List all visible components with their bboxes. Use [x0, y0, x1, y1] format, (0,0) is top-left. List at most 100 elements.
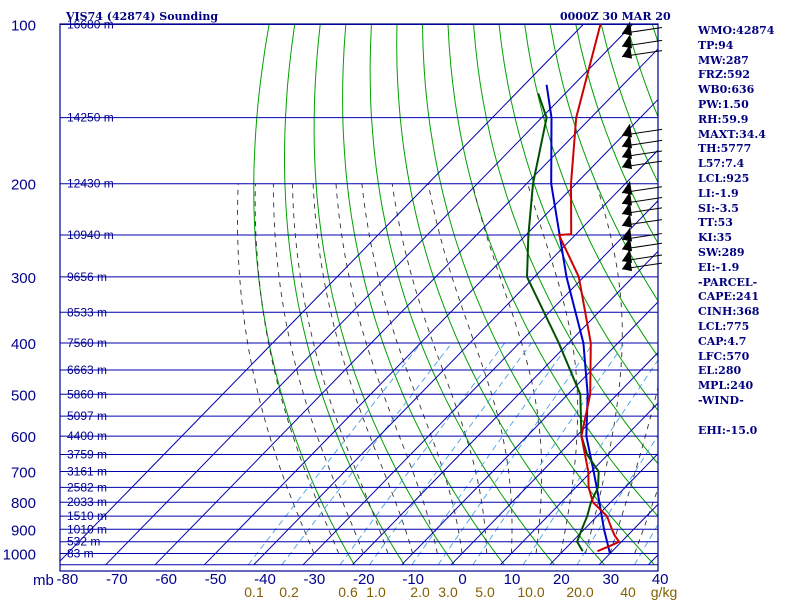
index-line: EHI:-15.0: [698, 423, 758, 437]
moist-adiabat-line: [472, 183, 543, 554]
moist-adiabat-line: [312, 183, 414, 554]
temperature-tick-label: -10: [402, 571, 424, 588]
grid-lines: [59, 23, 659, 572]
index-line: SI:-3.5: [698, 201, 739, 215]
wind-barb: [621, 155, 663, 170]
wind-barb: [621, 237, 663, 252]
temperature-tick-label: 20: [553, 571, 570, 588]
index-line: TH:5777: [698, 142, 752, 156]
wind-barb-flag: [622, 213, 632, 228]
index-line: FRZ:592: [698, 68, 751, 82]
isotherm-line: [302, 200, 658, 566]
height-label: 83 m: [67, 547, 94, 561]
mixing-ratio-label: g/kg: [651, 584, 677, 600]
height-label: 3759 m: [67, 448, 107, 462]
mixing-ratio-label: 40: [620, 584, 636, 600]
isotherm-line: [105, 24, 633, 566]
mixing-ratio-label: 0.2: [279, 584, 299, 600]
mixing-ratio-label: 3.0: [438, 584, 458, 600]
height-label: 16680 m: [67, 18, 114, 32]
wind-barbs: [621, 21, 663, 272]
wind-barb: [621, 191, 663, 206]
temperature-tick-label: -60: [155, 571, 177, 588]
isotherm-line: [204, 98, 658, 566]
index-line: RH:59.9: [698, 112, 749, 126]
moist-adiabat-line: [427, 183, 513, 554]
parcel-header: -PARCEL-: [698, 275, 758, 289]
height-label: 5860 m: [67, 387, 107, 401]
index-line: MW:287: [698, 53, 749, 67]
isotherm-line: [154, 48, 658, 566]
time-title: 0000Z 30 MAR 20: [560, 10, 671, 23]
height-label: 12430 m: [67, 177, 114, 191]
index-line: CAP:4.7: [698, 334, 747, 348]
dry-adiabat-line: [369, 24, 555, 566]
dry-adiabat-line: [253, 24, 355, 565]
dry-adiabat-line: [447, 24, 658, 518]
height-label: 5097 m: [67, 409, 107, 423]
temperature-tick-label: -50: [205, 571, 227, 588]
index-line: SW:289: [698, 245, 745, 259]
mixing-ratio-line: [472, 342, 626, 565]
pressure-tick-label: 1000: [3, 547, 36, 564]
isotherm-line: [253, 149, 658, 566]
height-label: 2033 m: [67, 495, 107, 509]
height-label: 4400 m: [67, 429, 107, 443]
wind-barb-flag: [622, 123, 632, 138]
height-label: 10940 m: [67, 228, 114, 242]
wind-barb: [621, 144, 663, 159]
index-line: WB0:636: [698, 83, 755, 97]
height-label: 2582 m: [67, 480, 107, 494]
height-label: 532 m: [67, 535, 100, 549]
pressure-tick-label: 800: [11, 495, 36, 512]
wind-barb: [621, 213, 663, 228]
height-label: 7560 m: [67, 336, 107, 350]
index-panel: WMO:42874 TP:94 MW:287 FRZ:592 WB0:636 P…: [698, 24, 798, 438]
wind-barb: [621, 134, 663, 149]
index-line: LCL:775: [698, 319, 750, 333]
dry-adiabat-line: [473, 24, 658, 465]
temperature-tick-label: 10: [504, 571, 521, 588]
wind-barb-flag: [622, 44, 632, 59]
wind-barb-flag: [622, 144, 632, 159]
isotherm-line: [60, 24, 584, 562]
moist-adiabat-line: [634, 487, 658, 554]
mixing-ratio-label: 0.1: [244, 584, 264, 600]
height-label: 6663 m: [67, 363, 107, 377]
dry-adiabat-line: [342, 24, 505, 566]
mixing-ratio-label: 10.0: [517, 584, 544, 600]
index-line: EI:-1.9: [698, 260, 740, 274]
index-line: MPL:240: [698, 379, 754, 393]
wind-barb: [621, 44, 663, 59]
index-line: [698, 409, 798, 424]
height-label: 1510 m: [67, 509, 107, 523]
index-line: PW:1.50: [698, 97, 749, 111]
index-line: L57:7.4: [698, 157, 745, 171]
sounding-profiles: [525, 24, 621, 554]
mixing-ratio-line: [339, 342, 506, 565]
index-line: TP:94: [698, 38, 734, 52]
wind-barb-flag: [622, 134, 632, 149]
temperature-tick-label: -30: [304, 571, 326, 588]
wind-barb-flag: [622, 257, 632, 272]
wind-barb-flag: [622, 34, 632, 49]
wind-barb: [621, 34, 663, 49]
wind-barb-flag: [622, 237, 632, 252]
temperature-tick-label: 0: [458, 571, 466, 588]
dry-adiabat-line: [549, 24, 658, 302]
index-line: LCL:925: [698, 171, 750, 185]
mixing-ratio-label: 20.0: [566, 584, 593, 600]
wind-barb-flag: [622, 191, 632, 206]
pressure-tick-label: 900: [11, 522, 36, 539]
index-line: CAPE:241: [698, 290, 759, 304]
dry-adiabat-line: [313, 24, 455, 565]
isotherm-line: [450, 351, 658, 566]
dewpoint-trace: [525, 93, 600, 552]
temperature-tick-label: -40: [254, 571, 276, 588]
plot-frame: [59, 23, 659, 572]
mixing-ratio-line: [247, 342, 422, 565]
moist-adiabat-line: [254, 183, 340, 554]
wind-barb: [621, 180, 663, 195]
